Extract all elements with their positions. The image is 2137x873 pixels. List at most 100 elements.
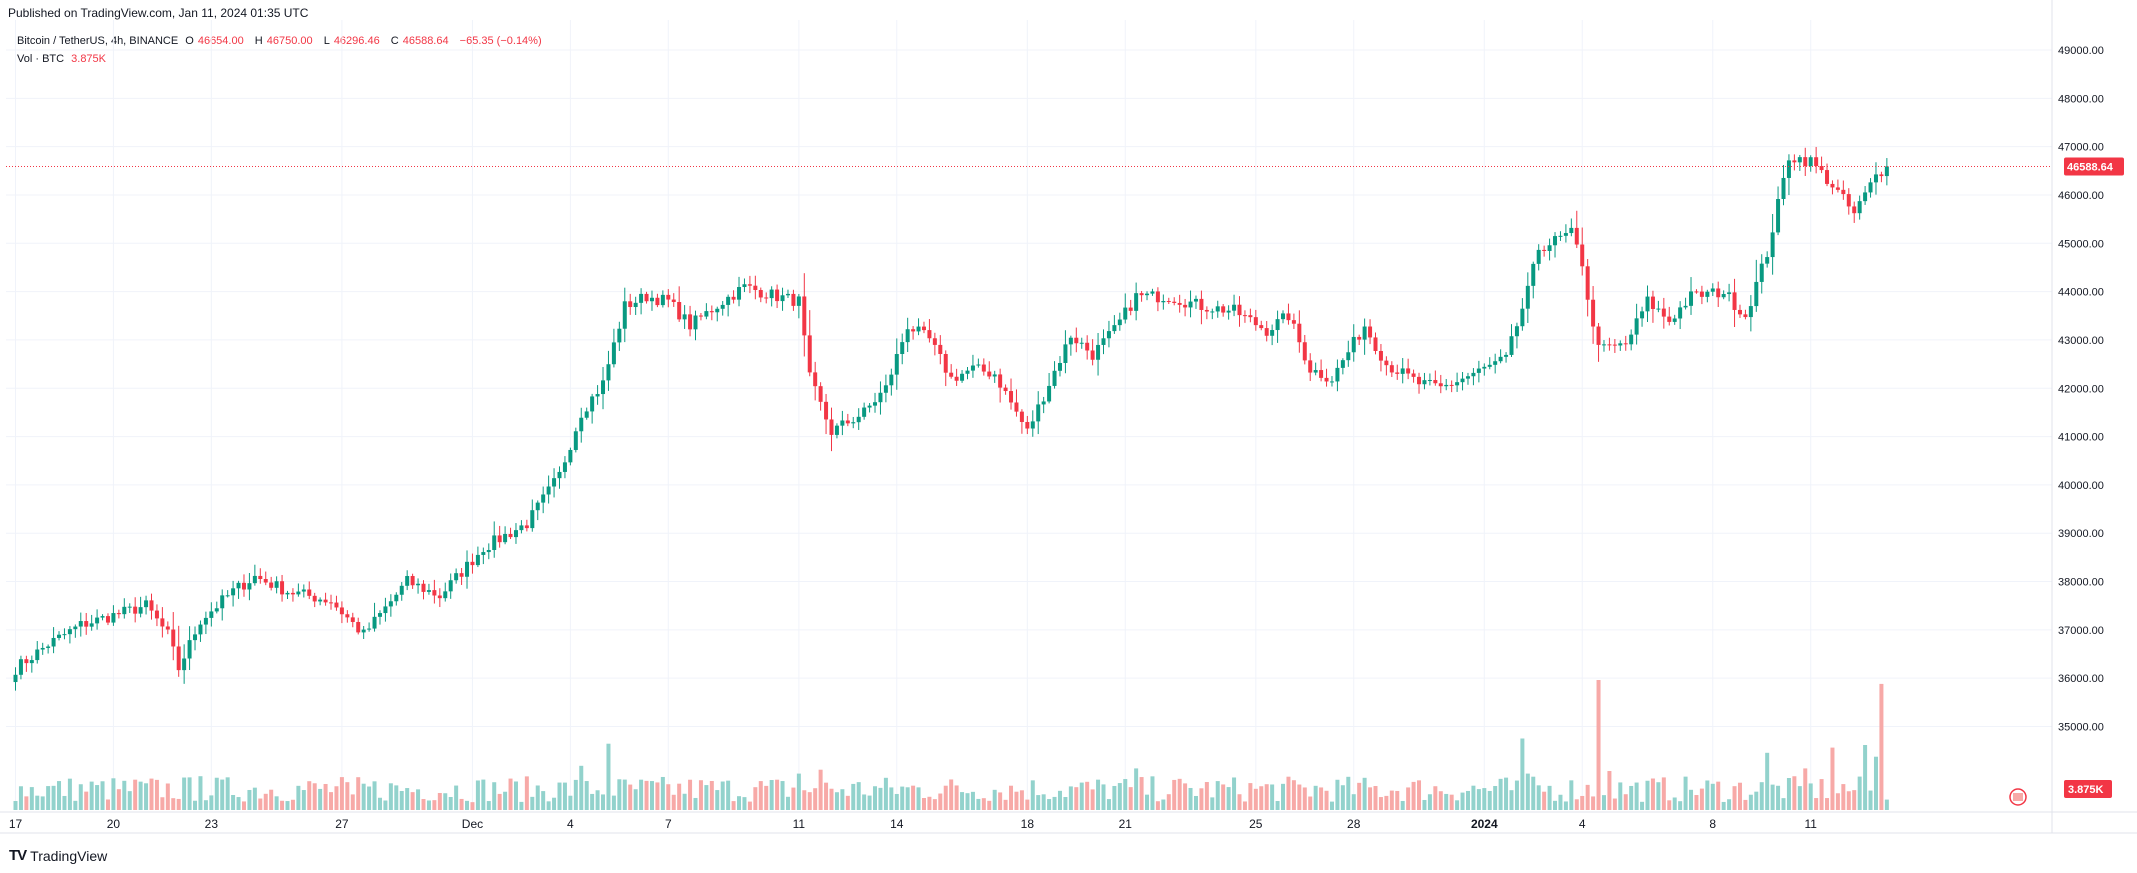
volume-bar <box>720 781 725 810</box>
candle-body <box>1846 194 1851 207</box>
volume-bar <box>508 778 513 810</box>
volume-bar <box>154 779 159 810</box>
volume-bar <box>1291 780 1296 810</box>
volume-bar <box>1846 791 1851 810</box>
volume-bar <box>503 791 508 810</box>
candle-body <box>356 621 361 633</box>
candle-body <box>1585 266 1590 300</box>
candle-body <box>46 646 51 648</box>
volume-bar <box>1825 798 1830 810</box>
volume-bar <box>437 792 442 810</box>
candle-body <box>24 659 29 664</box>
volume-bar <box>1455 800 1460 810</box>
volume-bar <box>318 788 323 810</box>
volume-bar <box>1351 794 1356 810</box>
volume-bar <box>1210 797 1215 810</box>
volume-label[interactable]: Vol · BTC <box>17 53 65 65</box>
candle-body <box>437 595 442 599</box>
volume-bar <box>220 779 225 810</box>
candle-body <box>339 607 344 615</box>
candle-body <box>1650 296 1655 309</box>
candle-body <box>960 373 965 381</box>
volume-bar <box>301 790 306 810</box>
volume-bar <box>410 792 415 810</box>
candle-body <box>894 354 899 375</box>
candle-body <box>1161 301 1166 303</box>
volume-bar <box>1808 783 1813 810</box>
volume-bar <box>46 786 51 810</box>
candle-body <box>57 634 62 638</box>
volume-bar <box>753 787 758 810</box>
volume-bar <box>535 785 540 810</box>
volume-bar <box>1308 796 1313 810</box>
volume-bar <box>481 779 486 810</box>
volume-bar <box>1727 799 1732 810</box>
candle-body <box>1743 314 1748 318</box>
x-tick-label: 23 <box>205 817 219 831</box>
candle-body <box>100 616 105 618</box>
volume-bar <box>1591 796 1596 810</box>
volume-bar <box>1803 768 1808 810</box>
candle-body <box>1607 344 1612 346</box>
candle-body <box>889 374 894 386</box>
candle-body <box>1395 372 1400 374</box>
volume-bar <box>590 793 595 810</box>
candle-body <box>1438 383 1443 387</box>
candle-body <box>1357 336 1362 340</box>
volume-bar <box>459 798 464 810</box>
last-volume-label: 3.875K <box>2068 784 2104 796</box>
volume-bar <box>1607 771 1612 810</box>
candle-body <box>1574 227 1579 245</box>
candle-body <box>1710 288 1715 292</box>
volume-bar <box>1645 780 1650 810</box>
candle-body <box>1504 354 1509 357</box>
volume-bar <box>1422 799 1427 810</box>
volume-bar <box>1482 788 1487 810</box>
volume-bar <box>1520 738 1525 810</box>
volume-bar <box>834 792 839 810</box>
candle-body <box>1868 182 1873 193</box>
candle-body <box>677 302 682 320</box>
volume-bar <box>981 798 986 810</box>
tradingview-brand[interactable]: ⁠TV TradingView <box>9 847 107 864</box>
x-tick-label: 11 <box>793 817 806 831</box>
candle-body <box>171 629 176 647</box>
candle-body <box>508 533 513 538</box>
candle-body <box>1063 344 1068 363</box>
volume-bar <box>1101 784 1106 810</box>
candle-body <box>225 595 230 597</box>
candle-body <box>1335 367 1340 382</box>
volume-bar <box>209 795 214 810</box>
candle-body <box>78 621 83 627</box>
y-tick-label: 36000.00 <box>2058 673 2104 685</box>
candle-body <box>1786 160 1791 178</box>
volume-bar <box>361 783 366 810</box>
candle-body <box>149 600 154 611</box>
candle-body <box>1101 338 1106 345</box>
candle-body <box>285 592 290 595</box>
volume-bar <box>1139 777 1144 810</box>
candle-body <box>318 599 323 602</box>
candle-body <box>1770 232 1775 258</box>
candle-body <box>1727 292 1732 295</box>
candle-body <box>1699 291 1704 297</box>
candle-body <box>791 293 796 306</box>
volume-bar <box>133 779 138 810</box>
candle-body <box>426 590 431 592</box>
candle-body <box>943 354 948 373</box>
volume-bar <box>62 795 67 810</box>
candle-body <box>785 293 790 296</box>
candle-body <box>878 392 883 403</box>
candle-body <box>1036 404 1041 422</box>
candle-body <box>1215 306 1220 312</box>
candle-body <box>345 614 350 618</box>
candle-body <box>709 311 714 313</box>
volume-bar <box>824 782 829 810</box>
volume-bar <box>1721 801 1726 810</box>
symbol-label[interactable]: Bitcoin / TetherUS, 4h, BINANCE <box>17 35 179 47</box>
volume-bar <box>1123 779 1128 810</box>
volume-bar <box>1471 785 1476 810</box>
volume-bar <box>987 800 992 810</box>
candle-body <box>367 628 372 630</box>
